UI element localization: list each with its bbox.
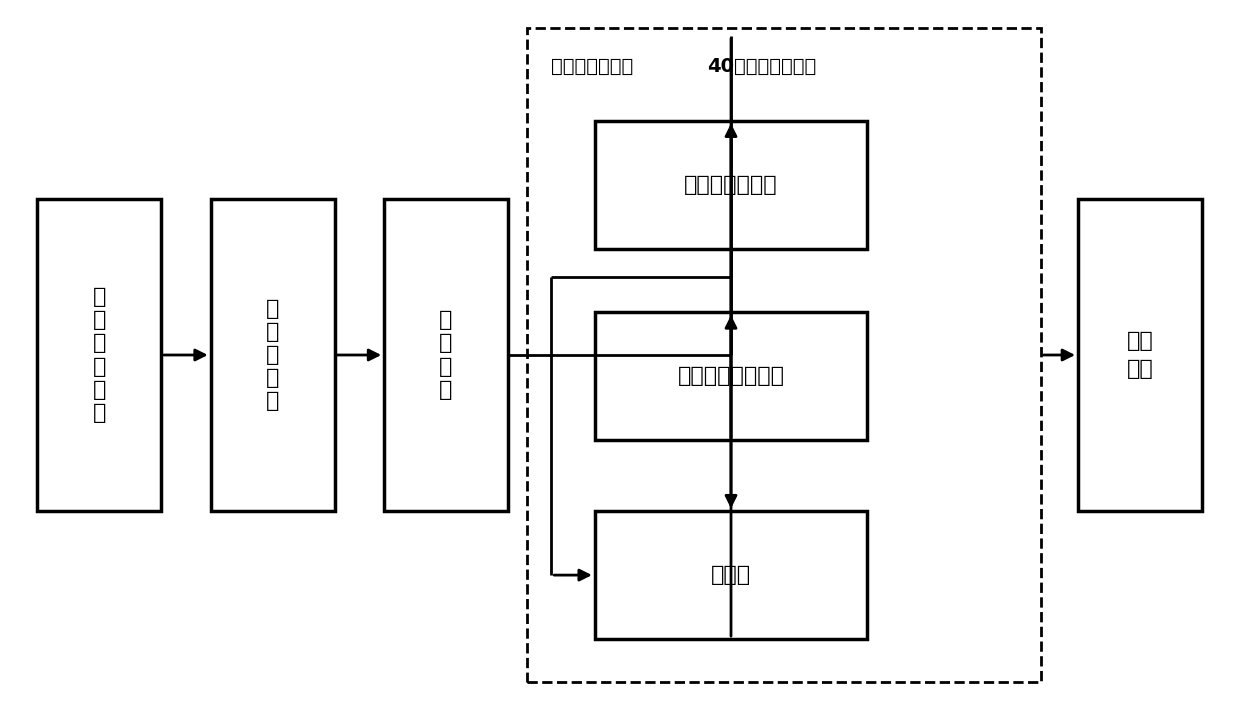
Text: 40: 40: [707, 57, 735, 76]
Text: 状态转移矩阵构建: 状态转移矩阵构建: [678, 366, 784, 386]
FancyBboxPatch shape: [595, 312, 867, 440]
FancyBboxPatch shape: [211, 199, 335, 511]
Text: 特征计算及提取: 特征计算及提取: [684, 175, 778, 195]
FancyBboxPatch shape: [595, 121, 867, 248]
Text: 帧
组
划
分: 帧 组 划 分: [440, 310, 452, 400]
Text: 待
测
压
缩
视
频: 待 测 压 缩 视 频: [93, 287, 105, 423]
FancyBboxPatch shape: [527, 28, 1041, 682]
FancyBboxPatch shape: [1078, 199, 1202, 511]
Text: 维隐写分析特征: 维隐写分析特征: [735, 57, 817, 76]
Text: 预处理: 预处理: [711, 565, 751, 585]
FancyBboxPatch shape: [595, 511, 867, 639]
Text: 隐写
分析: 隐写 分析: [1126, 331, 1154, 379]
Text: 重
压
缩
视
频: 重 压 缩 视 频: [266, 299, 279, 411]
FancyBboxPatch shape: [37, 199, 161, 511]
Text: 对每个帧组提取: 对每个帧组提取: [551, 57, 633, 76]
FancyBboxPatch shape: [384, 199, 508, 511]
